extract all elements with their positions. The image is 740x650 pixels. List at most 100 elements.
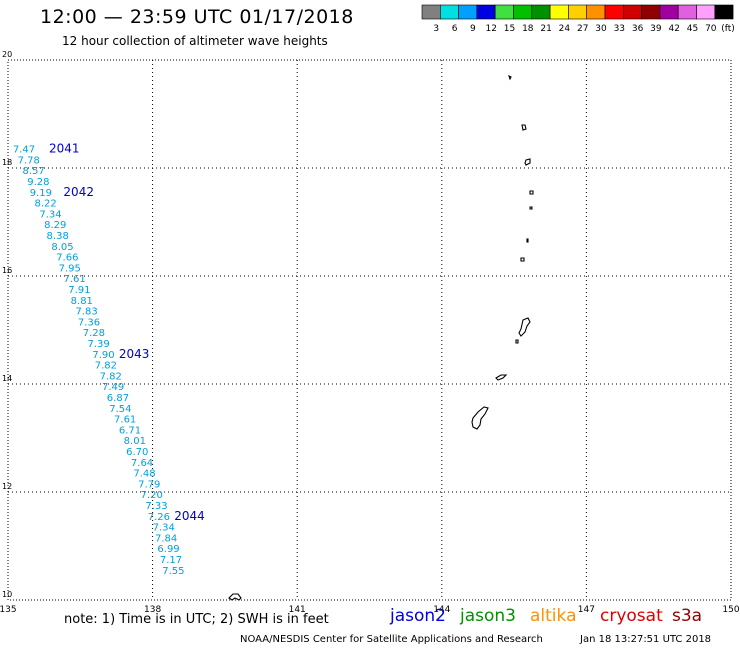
island-outline [529, 190, 534, 195]
colorbar-unit: (ft) [721, 24, 735, 34]
swh-value: 7.34 [39, 209, 61, 220]
swh-value: 7.61 [114, 415, 136, 426]
swh-value: 8.05 [51, 242, 73, 253]
island-outline [526, 238, 529, 243]
satellite-jason3: jason3 [460, 606, 516, 626]
colorbar-label: 3 [433, 24, 439, 34]
swh-value: 7.34 [153, 523, 175, 534]
swh-value: 7.91 [68, 285, 90, 296]
satellite-jason2: jason2 [390, 606, 446, 626]
swh-value: 8.38 [47, 231, 69, 242]
swh-value: 8.22 [35, 199, 57, 210]
wave-height-colorbar: 3 6 9 12 15 18 21 24 27 30 33 36 39 42 45 70 (ft) [421, 4, 735, 34]
island-outline [471, 406, 489, 430]
swh-value: 7.39 [88, 339, 110, 350]
swh-value: 7.20 [141, 490, 163, 501]
swh-value: 8.29 [44, 220, 66, 231]
lon-tick-label: 135 [0, 605, 17, 615]
swh-value: 6.87 [107, 393, 129, 404]
swh-value: 7.79 [138, 479, 160, 490]
colorbar-label: 45 [687, 24, 698, 34]
island-outline [524, 158, 531, 166]
island-outline [529, 206, 533, 210]
swh-value: 8.57 [22, 166, 44, 177]
swh-value: 7.82 [100, 371, 122, 382]
colorbar-label: 42 [668, 24, 679, 34]
lon-tick-label: 147 [578, 605, 595, 615]
map-title: 12:00 — 23:59 UTC 01/17/2018 [40, 6, 354, 28]
island-outline [495, 374, 508, 381]
lon-tick-label: 141 [289, 605, 306, 615]
colorbar-label: 24 [559, 24, 571, 34]
pass-number-label: 2041 [49, 142, 80, 156]
colorbar-label: 27 [577, 24, 588, 34]
pass-number-label: 2044 [174, 509, 205, 523]
lon-tick-label: 144 [433, 605, 450, 615]
swh-value: 7.82 [95, 361, 117, 372]
swh-value: 6.70 [126, 447, 148, 458]
footer-credit: NOAA/NESDIS Center for Satellite Applica… [240, 634, 543, 645]
colorbar-label: 33 [614, 24, 625, 34]
island-outline [228, 593, 242, 601]
swh-value: 6.99 [157, 544, 179, 555]
island-outline [515, 339, 519, 344]
swh-value: 7.64 [131, 458, 153, 469]
swh-value: 7.90 [92, 350, 114, 361]
colorbar-label: 9 [470, 24, 476, 34]
lon-tick-label: 150 [722, 605, 739, 615]
colorbar-label: 36 [632, 24, 644, 34]
swh-value: 7.17 [160, 555, 182, 566]
colorbar-label: 30 [595, 24, 607, 34]
swh-value: 7.26 [148, 512, 170, 523]
swh-value: 9.19 [30, 188, 52, 199]
swh-value: 7.83 [75, 307, 97, 318]
swh-value: 7.95 [59, 263, 81, 274]
swh-value: 7.84 [155, 533, 177, 544]
pass-number-label: 2043 [119, 347, 150, 361]
lat-tick-label: 12 [2, 482, 12, 491]
swh-value: 7.33 [145, 501, 167, 512]
swh-value: 7.36 [78, 317, 100, 328]
colorbar-label: 39 [650, 24, 662, 34]
colorbar-label: 6 [452, 24, 458, 34]
island-outline [508, 74, 512, 81]
lat-tick-label: 18 [2, 158, 12, 167]
island-outline [521, 124, 527, 131]
swh-value: 7.47 [13, 145, 35, 156]
swh-value: 7.28 [83, 328, 105, 339]
swh-value: 8.01 [124, 436, 146, 447]
lat-tick-label: 14 [2, 374, 12, 383]
swh-value: 7.55 [162, 566, 184, 577]
swh-value: 8.81 [71, 296, 93, 307]
colorbar-label: 18 [522, 24, 534, 34]
lat-tick-label: 20 [2, 50, 12, 59]
lat-tick-label: 10 [2, 590, 12, 599]
swh-value: 7.61 [63, 274, 85, 285]
satellite-altika: altika [530, 606, 577, 626]
satellite-cryosat: cryosat [600, 606, 663, 626]
map-subtitle: 12 hour collection of altimeter wave hei… [62, 34, 328, 48]
map-frame [7, 59, 732, 601]
colorbar-label: 70 [705, 24, 717, 34]
lon-tick-label: 138 [144, 605, 161, 615]
island-outline [520, 257, 525, 262]
lat-tick-label: 16 [2, 266, 12, 275]
satellite-s3a: s3a [672, 606, 703, 626]
swh-value: 6.71 [119, 425, 141, 436]
swh-value: 7.54 [109, 404, 131, 415]
swh-value: 7.66 [56, 253, 78, 264]
colorbar-label: 12 [485, 24, 496, 34]
colorbar-swatch [714, 4, 734, 20]
pass-number-label: 2042 [63, 185, 94, 199]
colorbar-label: 21 [540, 24, 551, 34]
swh-value: 9.28 [27, 177, 49, 188]
footer-note: note: 1) Time is in UTC; 2) SWH is in fe… [64, 612, 329, 627]
island-outlines [228, 74, 534, 601]
swh-value: 7.48 [133, 469, 155, 480]
island-outline [518, 317, 531, 337]
colorbar-label: 15 [504, 24, 515, 34]
swh-value: 7.49 [102, 382, 124, 393]
swh-value: 7.78 [18, 155, 40, 166]
footer-timestamp: Jan 18 13:27:51 UTC 2018 [580, 634, 712, 645]
